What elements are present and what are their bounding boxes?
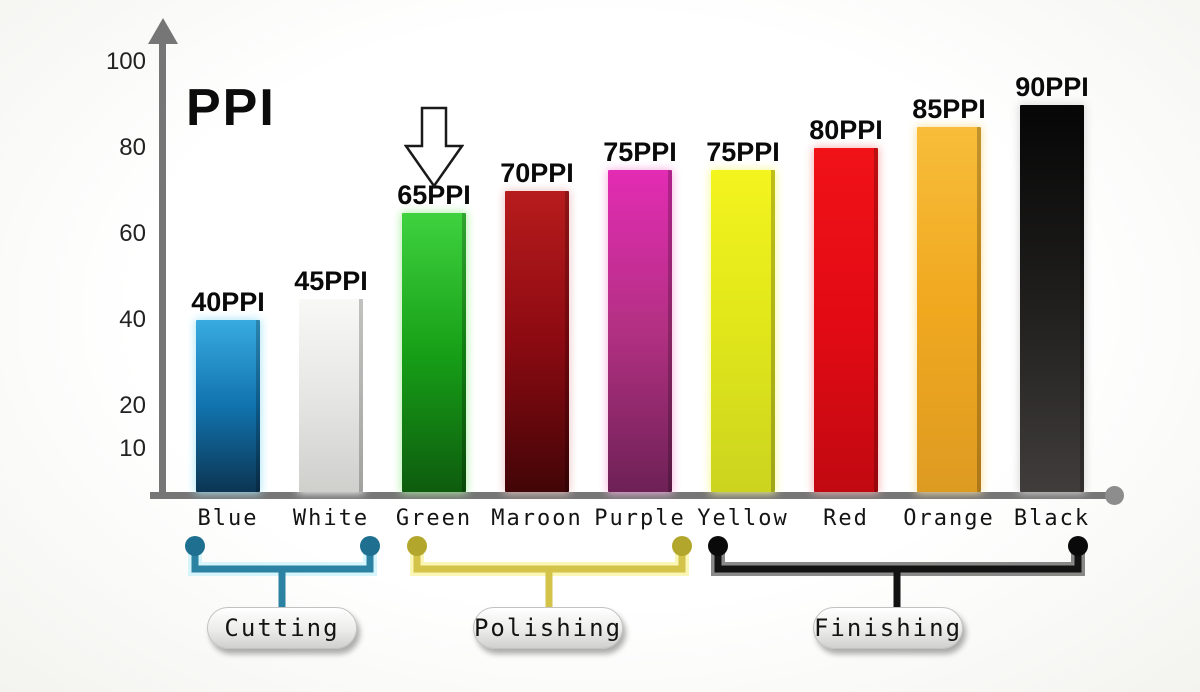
category-label: Green [395,506,473,531]
bar-yellow [711,169,775,492]
chart-title: PPI [186,79,276,137]
bracket-end-dot-icon [185,536,205,556]
bar-value-label: 75PPI [706,136,780,167]
x-axis-end-dot-icon [1105,486,1124,505]
bar-blue [196,320,260,492]
y-tick-label: 80 [119,134,146,161]
bar-value-label: 40PPI [191,287,265,317]
category-label: Black [1013,506,1091,531]
bracket-end-dot-icon [708,536,728,556]
bar-red [814,148,878,492]
bracket-glow [711,546,1085,576]
bar-value-label: 85PPI [912,93,986,124]
group-pill-polishing: Polishing [473,607,623,649]
bracket-end-dot-icon [360,536,380,556]
bar-purple [608,169,672,492]
bar-green [402,212,466,492]
bar-black [1020,105,1084,492]
bracket-end-dot-icon [1068,536,1088,556]
bar-white [299,298,363,492]
y-tick-label: 100 [105,48,146,75]
bracket-end-dot-icon [407,536,427,556]
group-pill-cutting: Cutting [207,607,357,649]
group-pill-finishing: Finishing [813,607,963,649]
bracket-line [413,546,686,573]
category-label: Blue [197,506,259,531]
category-label: Orange [903,506,995,531]
bar-value-label: 45PPI [294,265,368,296]
y-tick-label: 40 [119,306,146,333]
category-label: Red [823,506,869,531]
category-label: Yellow [697,506,789,531]
bracket-line [191,546,374,573]
y-tick-label: 60 [119,220,146,247]
highlight-down-arrow-icon [404,106,464,189]
bar-value-label: 75PPI [603,136,677,167]
x-axis [150,492,1106,499]
bracket-glow [410,546,689,576]
category-label: Purple [594,506,686,531]
category-label: White [292,506,370,531]
bracket-end-dot-icon [672,536,692,556]
bar-maroon [505,191,569,492]
category-label: Maroon [491,506,583,531]
bar-value-label: 80PPI [809,115,883,145]
y-tick-label: 10 [119,435,146,462]
bar-orange [917,126,981,492]
bar-value-label: 90PPI [1015,72,1089,102]
bar-value-label: 70PPI [500,158,574,188]
bracket-glow [188,546,377,576]
y-tick-label: 20 [119,392,146,419]
bracket-line [714,546,1082,573]
y-axis [159,38,166,496]
